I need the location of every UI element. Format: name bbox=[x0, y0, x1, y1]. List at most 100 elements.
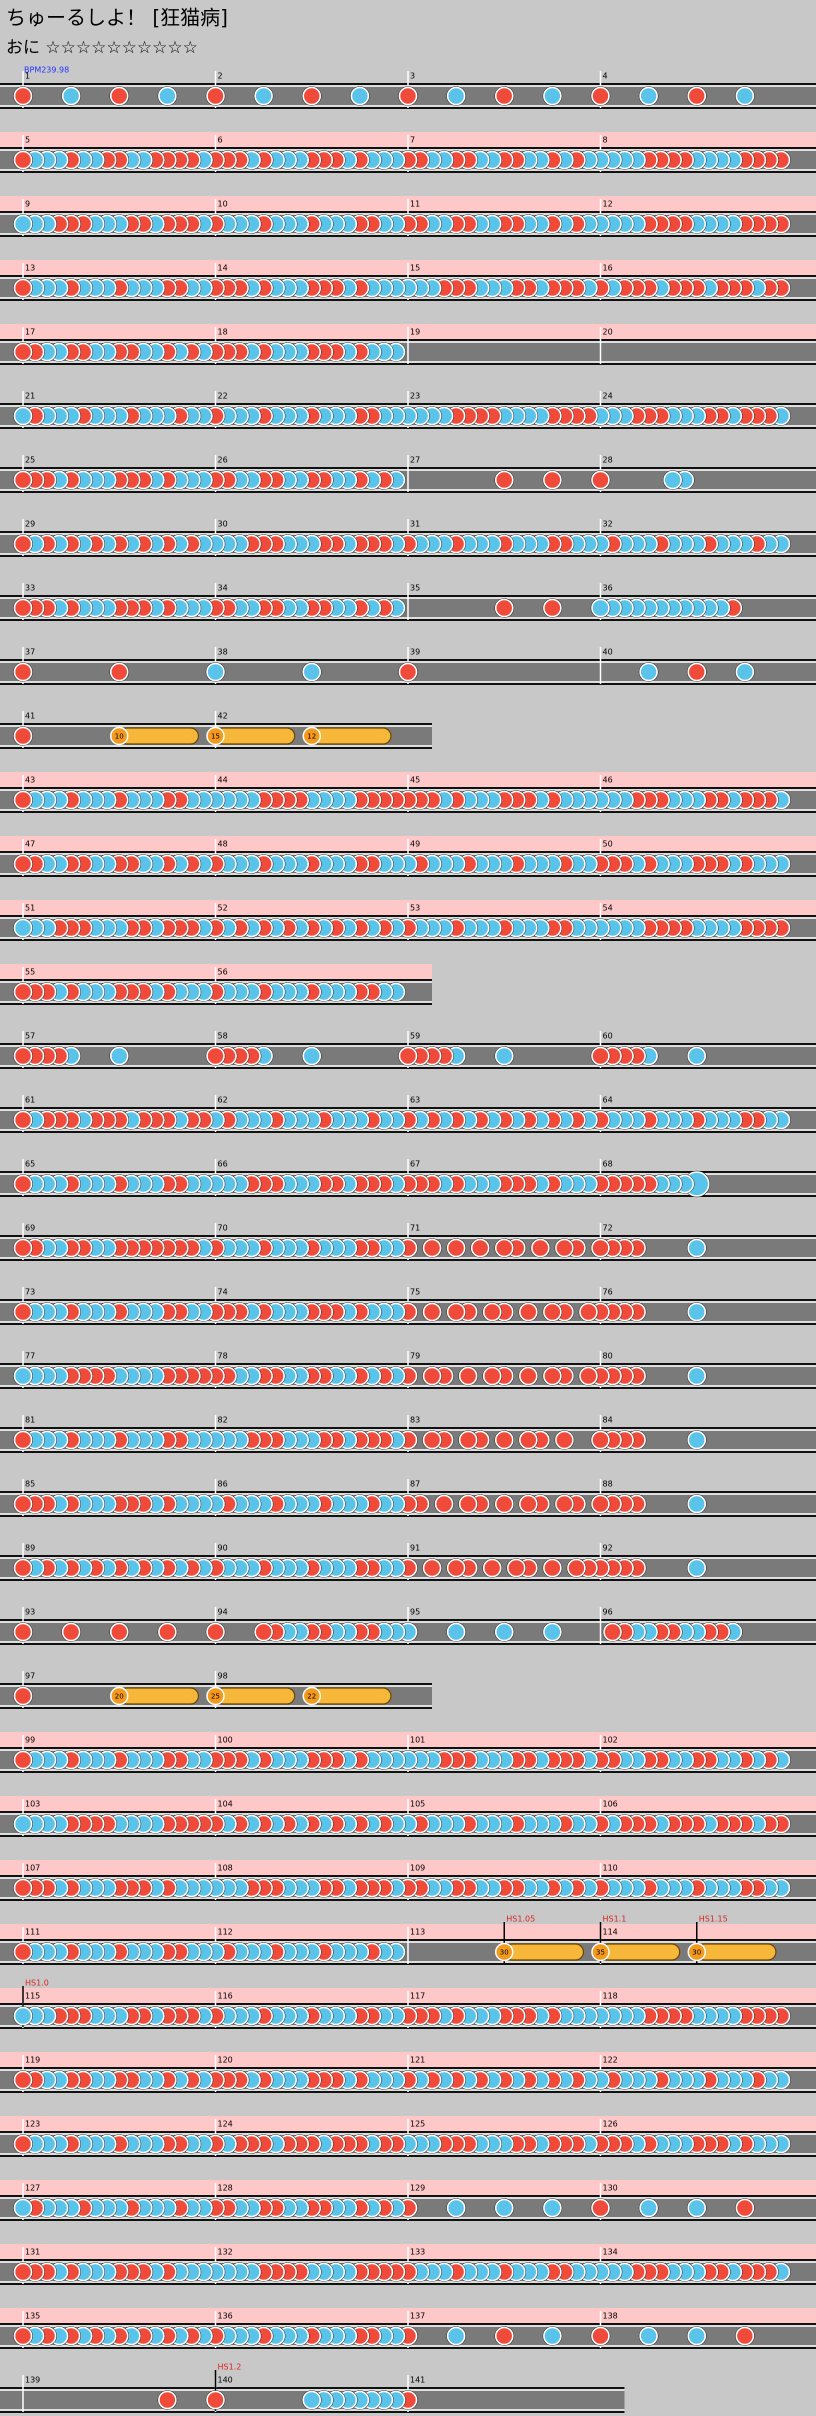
note bbox=[206, 662, 225, 682]
note bbox=[639, 2198, 658, 2218]
balloon-head bbox=[206, 726, 225, 746]
measure-number: 69 bbox=[25, 1224, 35, 1233]
measure-number: 109 bbox=[410, 1864, 425, 1873]
note bbox=[591, 470, 610, 490]
note bbox=[735, 662, 755, 682]
note bbox=[302, 86, 322, 106]
note bbox=[591, 2326, 610, 2346]
note bbox=[109, 1622, 129, 1642]
balloon-head bbox=[687, 1942, 706, 1962]
measure-number: 96 bbox=[603, 1608, 613, 1617]
note bbox=[543, 1302, 562, 1322]
note bbox=[158, 1622, 177, 1642]
note bbox=[13, 1622, 33, 1642]
measure-number: 43 bbox=[25, 776, 35, 785]
note bbox=[422, 1430, 442, 1450]
balloon-head bbox=[110, 1686, 129, 1706]
measure-number: 63 bbox=[410, 1096, 420, 1105]
measure-number: 24 bbox=[603, 392, 613, 401]
note bbox=[591, 1046, 610, 1066]
note bbox=[519, 1302, 538, 1322]
balloon-count: 25 bbox=[211, 1693, 220, 1701]
note bbox=[109, 1046, 129, 1066]
note bbox=[13, 150, 33, 170]
measure-number: 138 bbox=[603, 2312, 618, 2321]
measure-number: 36 bbox=[603, 584, 613, 593]
note bbox=[254, 86, 273, 106]
measure-number: 62 bbox=[218, 1096, 228, 1105]
note bbox=[13, 534, 33, 554]
balloon-head bbox=[495, 1942, 514, 1962]
measure-number: 57 bbox=[25, 1032, 35, 1041]
measure-number: 56 bbox=[218, 968, 228, 977]
measure-number: 1 bbox=[25, 72, 30, 81]
note bbox=[13, 1046, 33, 1066]
note bbox=[543, 1366, 562, 1386]
note bbox=[687, 662, 707, 682]
note bbox=[302, 1046, 322, 1066]
scroll-label: HS1.2 bbox=[218, 2363, 242, 2372]
measure-number: 42 bbox=[218, 712, 228, 721]
note bbox=[735, 2326, 755, 2346]
measure-number: 84 bbox=[603, 1416, 613, 1425]
measure-number: 106 bbox=[603, 1800, 618, 1809]
balloon-count: 30 bbox=[500, 1949, 509, 1957]
note bbox=[13, 470, 33, 490]
note bbox=[494, 1046, 514, 1066]
measure-number: 129 bbox=[410, 2184, 425, 2193]
measure-number: 46 bbox=[603, 776, 613, 785]
note bbox=[206, 1046, 225, 1066]
note bbox=[458, 1494, 478, 1514]
measure-number: 88 bbox=[603, 1480, 613, 1489]
measure-number: 99 bbox=[25, 1736, 35, 1745]
measure-number: 13 bbox=[25, 264, 35, 273]
measure-number: 68 bbox=[603, 1160, 613, 1169]
note bbox=[687, 86, 707, 106]
difficulty: おに ☆☆☆☆☆☆☆☆☆☆ bbox=[6, 38, 198, 58]
measure-number: 123 bbox=[25, 2120, 40, 2129]
note bbox=[13, 1942, 33, 1962]
balloon-body bbox=[118, 1687, 200, 1705]
measure-number: 70 bbox=[218, 1224, 228, 1233]
note bbox=[13, 86, 33, 106]
measure-number: 28 bbox=[603, 456, 613, 465]
balloon-body bbox=[311, 727, 392, 745]
note bbox=[591, 86, 610, 106]
measure-number: 71 bbox=[410, 1224, 420, 1233]
note bbox=[13, 1750, 33, 1770]
note bbox=[398, 1046, 418, 1066]
scroll-label: HS1.15 bbox=[699, 1915, 728, 1924]
note bbox=[13, 2006, 33, 2026]
balloon-count: 30 bbox=[692, 1949, 701, 1957]
measure-number: 20 bbox=[603, 328, 613, 337]
note bbox=[13, 1366, 33, 1386]
balloon-count: 22 bbox=[307, 1693, 316, 1701]
note bbox=[687, 2198, 707, 2218]
measure-number: 114 bbox=[603, 1928, 618, 1937]
measure-number: 10 bbox=[218, 200, 228, 209]
note bbox=[13, 1878, 33, 1898]
note bbox=[206, 2390, 225, 2410]
note bbox=[482, 1302, 502, 1322]
measure-number: 100 bbox=[218, 1736, 233, 1745]
balloon-count: 35 bbox=[596, 1949, 605, 1957]
note bbox=[13, 1494, 33, 1514]
measure-number: 127 bbox=[25, 2184, 40, 2193]
measure-number: 52 bbox=[218, 904, 228, 913]
measure-number: 140 bbox=[218, 2376, 233, 2385]
measure-number: 53 bbox=[410, 904, 420, 913]
measure-number: 26 bbox=[218, 456, 228, 465]
note bbox=[109, 86, 129, 106]
measure-number: 55 bbox=[25, 968, 35, 977]
measure-number: 112 bbox=[218, 1928, 233, 1937]
measure-number: 22 bbox=[218, 392, 228, 401]
note bbox=[302, 662, 322, 682]
measure-number: 32 bbox=[603, 520, 613, 529]
measure-number: 83 bbox=[410, 1416, 420, 1425]
note bbox=[639, 662, 658, 682]
note bbox=[579, 1366, 598, 1386]
note bbox=[519, 1494, 538, 1514]
measure-number: 21 bbox=[25, 392, 35, 401]
bpm-label: BPM239.98 bbox=[24, 66, 69, 75]
